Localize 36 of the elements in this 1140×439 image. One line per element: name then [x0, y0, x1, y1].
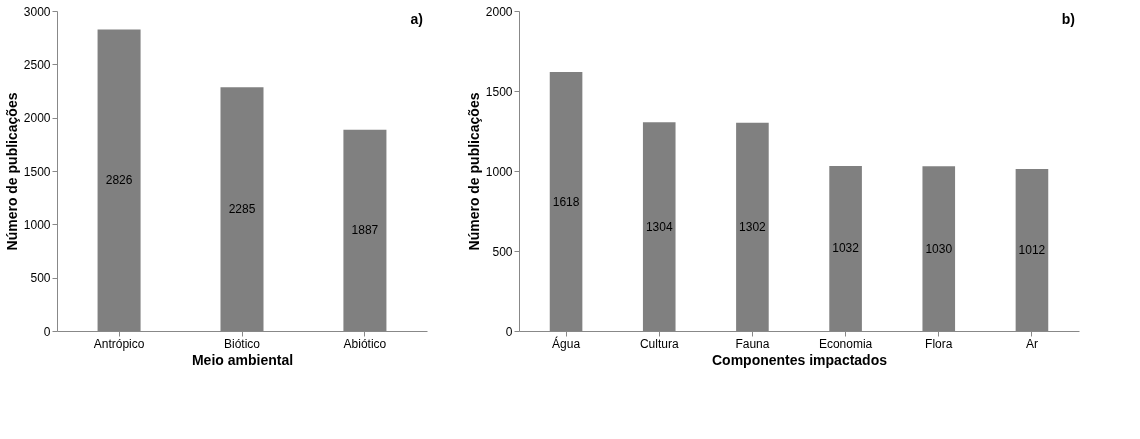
data-label: 1012 — [1018, 243, 1046, 258]
y-tick-label: 2000 — [23, 111, 51, 126]
y-tick-label: 1000 — [485, 164, 513, 179]
y-tick-label: 2000 — [485, 4, 513, 19]
y-axis-title: Número de publicações — [465, 92, 482, 251]
data-label: 1304 — [645, 219, 673, 234]
data-label: 2285 — [228, 202, 256, 217]
x-tick-label: Biótico — [223, 336, 261, 351]
data-label: 2826 — [105, 173, 133, 188]
x-tick-label: Ar — [1025, 336, 1038, 351]
y-tick-label: 3000 — [23, 4, 51, 19]
x-axis-title: Meio ambiental — [191, 351, 294, 368]
x-axis-title: Componentes impactados — [711, 351, 888, 368]
y-tick-label: 500 — [492, 244, 513, 259]
x-tick-label: Água — [552, 335, 581, 351]
data-label: 1030 — [925, 241, 953, 256]
x-tick-label: Fauna — [735, 336, 770, 351]
x-tick-label: Flora — [925, 336, 953, 351]
y-tick-label: 0 — [43, 324, 51, 339]
y-tick-label: 500 — [30, 271, 51, 286]
y-tick-label: 0 — [505, 324, 513, 339]
data-label: 1618 — [552, 194, 580, 209]
x-tick-label: Abiótico — [343, 336, 387, 351]
y-axis-title: Número de publicações — [3, 92, 20, 251]
annotation: a) — [410, 11, 423, 27]
y-tick-label: 1500 — [23, 164, 51, 179]
data-label: 1032 — [832, 241, 860, 256]
x-tick-label: Economia — [818, 336, 873, 351]
data-label: 1887 — [351, 223, 379, 238]
annotation: b) — [1061, 11, 1075, 27]
data-label: 1302 — [739, 219, 767, 234]
y-tick-label: 1000 — [23, 217, 51, 232]
x-tick-label: Antrópico — [93, 336, 145, 351]
y-tick-label: 1500 — [485, 84, 513, 99]
x-tick-label: Cultura — [639, 336, 679, 351]
y-tick-label: 2500 — [23, 57, 51, 72]
